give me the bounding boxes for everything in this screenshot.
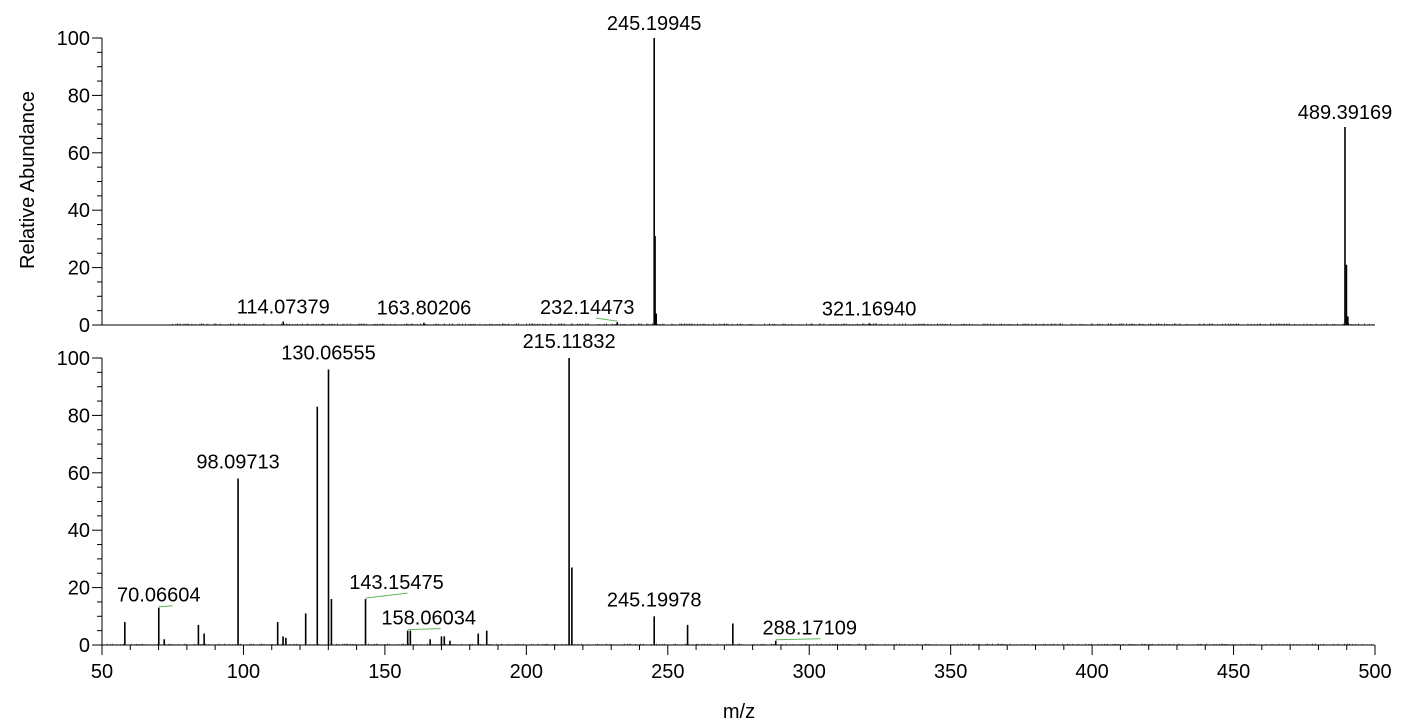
peak-label: 163.80206: [377, 298, 472, 320]
peak-label: 70.06604: [117, 585, 200, 607]
label-leader-line: [365, 592, 408, 599]
x-tick-label: 350: [934, 661, 967, 683]
y-tick-label: 40: [68, 200, 90, 222]
x-tick-label: 250: [651, 661, 684, 683]
peak-label: 245.19978: [607, 589, 702, 611]
peak-label: 215.11832: [523, 331, 616, 353]
baseline-noise: [172, 323, 1374, 325]
peak-label: 288.17109: [762, 618, 857, 640]
peak-label: 232.14473: [540, 297, 635, 319]
peak-label: 321.16940: [822, 298, 917, 320]
y-tick-label: 20: [68, 258, 90, 280]
peak-label: 143.15475: [349, 572, 444, 594]
y-tick-label: 100: [57, 348, 90, 370]
y-tick-label: 60: [68, 143, 90, 165]
peak-label: 130.06555: [281, 342, 376, 364]
y-tick-label: 0: [79, 635, 90, 657]
label-leader-line: [158, 605, 173, 608]
y-tick-label: 60: [68, 463, 90, 485]
y-tick-label: 0: [79, 315, 90, 337]
x-tick-label: 200: [510, 661, 543, 683]
x-tick-label: 150: [368, 661, 401, 683]
x-tick-label: 50: [91, 661, 113, 683]
x-tick-label: 500: [1358, 661, 1391, 683]
y-tick-label: 100: [57, 28, 90, 50]
top-spectrum-panel: 0 20 40 60 80 100 245.19945 489.39169 114.07379 1…: [57, 13, 1393, 337]
y-axis-label: Relative Abundance: [17, 91, 39, 269]
peak-label: 158.06034: [381, 608, 476, 630]
bottom-spectrum-panel: 0 20 40 60 80 100 70.06604 98.09713 130.06555 143…: [57, 331, 1392, 683]
label-leader-line: [596, 317, 618, 322]
label-leader-line: [407, 628, 441, 631]
y-tick-label: 80: [68, 85, 90, 107]
peak-label: 114.07379: [237, 297, 330, 319]
peak-label: 98.09713: [196, 452, 279, 474]
y-tick-label: 40: [68, 520, 90, 542]
x-tick-label: 400: [1075, 661, 1108, 683]
y-tick-label: 80: [68, 405, 90, 427]
x-tick-label: 100: [227, 661, 260, 683]
peak-label: 245.19945: [607, 13, 702, 35]
x-tick-label: 300: [793, 661, 826, 683]
peak-label: 489.39169: [1298, 102, 1393, 124]
x-tick-label: 450: [1217, 661, 1250, 683]
x-axis-label: m/z: [723, 701, 755, 723]
y-tick-label: 20: [68, 578, 90, 600]
label-leader-line: [775, 638, 821, 641]
